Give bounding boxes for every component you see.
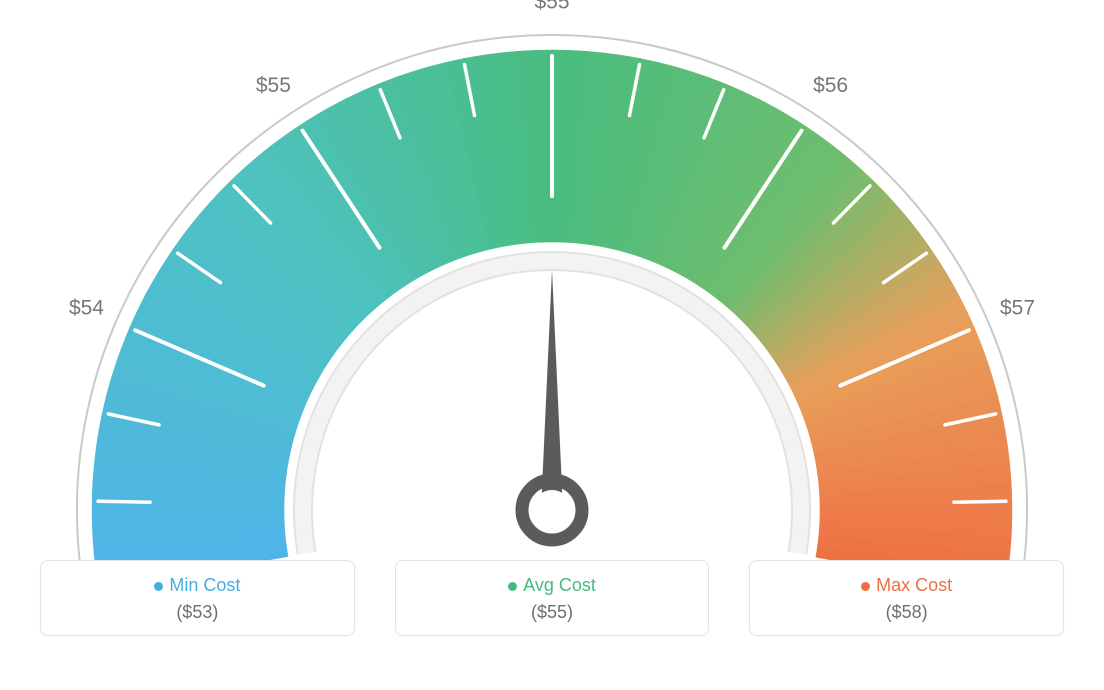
legend-row: Min Cost ($53) Avg Cost ($55) Max Cost (… xyxy=(0,560,1104,636)
legend-avg-label: Avg Cost xyxy=(523,575,596,595)
legend-max-label-row: Max Cost xyxy=(750,575,1063,596)
legend-card-avg: Avg Cost ($55) xyxy=(395,560,710,636)
legend-max-value: ($58) xyxy=(750,602,1063,623)
svg-text:$56: $56 xyxy=(813,74,848,97)
svg-text:$54: $54 xyxy=(69,297,104,320)
legend-avg-label-row: Avg Cost xyxy=(396,575,709,596)
svg-text:$55: $55 xyxy=(256,74,291,97)
dot-icon xyxy=(861,582,870,591)
dot-icon xyxy=(154,582,163,591)
legend-min-label-row: Min Cost xyxy=(41,575,354,596)
legend-min-label: Min Cost xyxy=(169,575,240,595)
legend-min-value: ($53) xyxy=(41,602,354,623)
legend-max-label: Max Cost xyxy=(876,575,952,595)
gauge-chart: $53$54$55$55$56$57$58 xyxy=(0,0,1104,560)
svg-text:$55: $55 xyxy=(534,0,569,14)
legend-card-max: Max Cost ($58) xyxy=(749,560,1064,636)
legend-avg-value: ($55) xyxy=(396,602,709,623)
svg-text:$57: $57 xyxy=(1000,297,1035,320)
dot-icon xyxy=(508,582,517,591)
legend-card-min: Min Cost ($53) xyxy=(40,560,355,636)
gauge-svg: $53$54$55$55$56$57$58 xyxy=(0,0,1104,560)
